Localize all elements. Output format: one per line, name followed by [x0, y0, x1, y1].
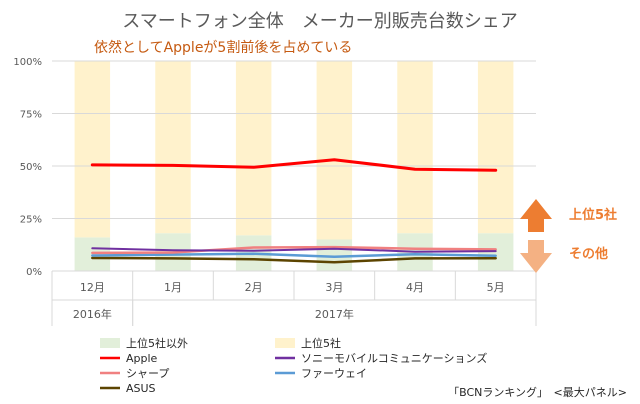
legend-swatch — [100, 338, 120, 348]
x-tick-label: 2月 — [245, 281, 263, 294]
legend-label: Apple — [126, 352, 158, 365]
y-tick-label: 75% — [20, 110, 42, 121]
arrow-up-icon — [520, 199, 552, 232]
source-note: 「BCNランキング」 <最大パネル> — [448, 385, 627, 399]
legend-swatch — [275, 338, 295, 348]
legend-label: ソニーモバイルコミュニケーションズ — [301, 351, 487, 365]
y-tick-label: 100% — [13, 57, 42, 68]
annotation-top5: 上位5社 — [569, 207, 617, 223]
y-tick-label: 25% — [20, 215, 42, 226]
legend-label: ASUS — [126, 382, 156, 395]
x-tick-label: 12月 — [80, 281, 105, 294]
axes: 12月 1月 2月 3月 4月 5月 2016年 2017年 — [51, 270, 537, 326]
legend-label: 上位5社以外 — [126, 336, 188, 350]
x-tick-label: 5月 — [487, 281, 505, 294]
line-シャープ — [91, 245, 497, 255]
year-label: 2017年 — [315, 307, 354, 321]
line-Apple — [90, 158, 498, 172]
legend-label: ファーウェイ — [301, 367, 367, 380]
bar-top5-3 — [316, 61, 353, 240]
y-tick-label: 50% — [20, 162, 42, 173]
bar-top5-2 — [235, 61, 272, 236]
line-ソニーモバイルコミュニケーションズ — [91, 247, 497, 253]
year-label: 2016年 — [73, 307, 112, 321]
chart-subtitle: 依然としてAppleが5割前後を占めている — [94, 39, 352, 56]
bar-top5-1 — [155, 61, 191, 234]
legend-label: 上位5社 — [301, 336, 341, 350]
x-tick-label: 4月 — [406, 281, 424, 294]
x-tick-label: 3月 — [325, 281, 343, 294]
line-ASUS — [91, 256, 497, 264]
bar-top5-0 — [74, 61, 111, 238]
arrow-down-icon — [520, 240, 552, 273]
series-lines — [90, 158, 498, 264]
bar-top5-5 — [477, 61, 514, 234]
y-tick-label: 0% — [26, 267, 42, 278]
chart-title: スマートフォン全体 メーカー別販売台数シェア — [122, 11, 517, 32]
annotation-others: その他 — [569, 246, 608, 262]
bar-top5-4 — [397, 61, 433, 234]
x-tick-label: 1月 — [164, 281, 182, 294]
line-ファーウェイ — [91, 252, 497, 258]
legend-label: シャープ — [126, 367, 169, 380]
